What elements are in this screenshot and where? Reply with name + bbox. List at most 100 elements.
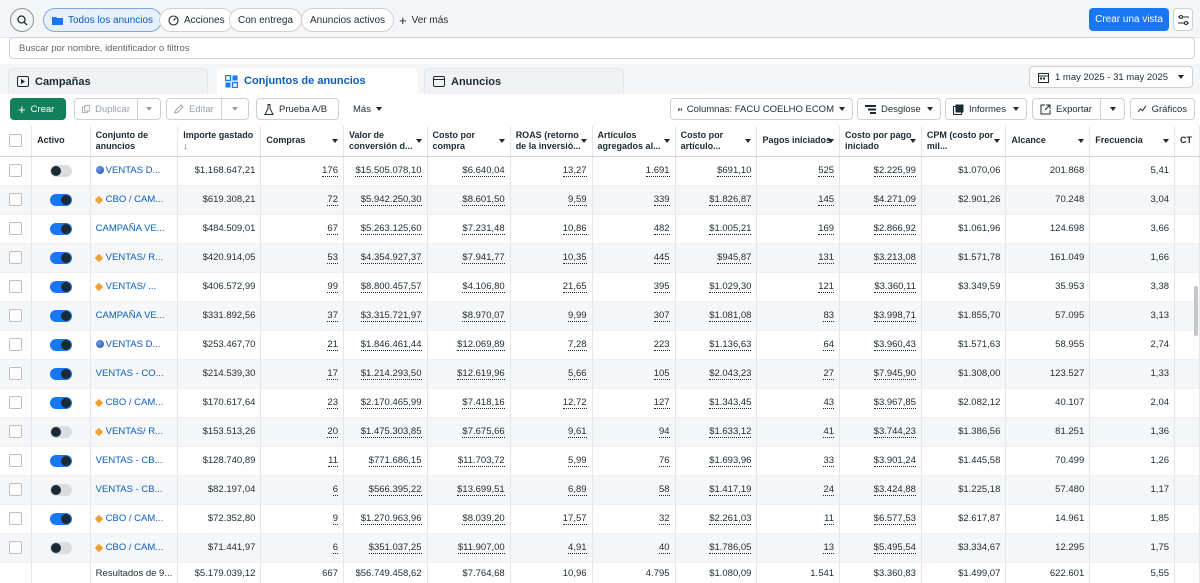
breakdown-button[interactable]: Desglose <box>857 98 941 120</box>
table-row[interactable]: VENTAS/ ... $406.572,99 99 $8.800.457,57 $4.… <box>0 272 1200 302</box>
row-checkbox[interactable] <box>9 193 23 206</box>
row-checkbox[interactable] <box>9 164 23 177</box>
column-header-checkouts[interactable]: Pagos iniciados <box>756 126 841 157</box>
duplicate-button[interactable]: Duplicar <box>74 98 138 120</box>
settings-icon[interactable] <box>1173 8 1193 31</box>
create-view-button[interactable]: Crear una vista <box>1089 8 1169 31</box>
table-row[interactable]: VENTAS/ R... $153.513,26 20 $1.475.303,85 $7… <box>0 417 1200 447</box>
search-icon[interactable] <box>10 8 34 32</box>
row-checkbox[interactable] <box>9 367 23 380</box>
row-checkbox[interactable] <box>9 483 23 496</box>
column-header-cost-per-added[interactable]: Costo por artículo... <box>675 126 758 157</box>
tab-ads[interactable]: Anuncios <box>424 68 624 94</box>
ad-set-name-link[interactable]: VENTAS - CB... <box>90 475 179 505</box>
row-checkbox[interactable] <box>9 251 23 264</box>
chevron-down-icon[interactable] <box>498 139 505 143</box>
chevron-down-icon[interactable] <box>909 139 916 143</box>
active-toggle[interactable] <box>49 280 72 293</box>
table-row[interactable]: CAMPAÑA VE... $331.892,56 37 $3.315.721,97 $… <box>0 301 1200 331</box>
column-header-conversion-value[interactable]: Valor de conversión d... <box>343 126 428 157</box>
search-input[interactable]: Buscar por nombre, identificador o filtr… <box>9 37 1195 59</box>
tab-ad-sets[interactable]: Conjuntos de anuncios <box>217 68 418 94</box>
table-row[interactable]: VENTAS D... $1.168.647,21 176 $15.505.078,1… <box>0 156 1200 186</box>
chevron-down-icon[interactable] <box>1078 139 1085 143</box>
row-checkbox[interactable] <box>9 338 23 351</box>
ad-set-name-link[interactable]: VENTAS - CO... <box>90 359 179 389</box>
ad-set-name-link[interactable]: CAMPAÑA VE... <box>90 301 179 331</box>
active-toggle[interactable] <box>49 512 72 525</box>
chevron-down-icon[interactable] <box>1163 139 1170 143</box>
chevron-down-icon[interactable] <box>663 139 670 143</box>
row-checkbox[interactable] <box>9 280 23 293</box>
active-toggle[interactable] <box>49 338 72 351</box>
sort-arrow-icon[interactable]: ↓ <box>183 140 188 151</box>
column-header-ad-set[interactable]: Conjunto de anuncios <box>90 126 179 157</box>
table-row[interactable]: VENTAS - CO... $214.539,30 17 $1.214.293,50… <box>0 359 1200 389</box>
see-more-button[interactable]: + Ver más <box>399 8 448 32</box>
ad-set-name-link[interactable]: VENTAS D... <box>90 156 179 186</box>
duplicate-dropdown[interactable] <box>137 98 161 120</box>
ad-set-name-link[interactable]: CBO / CAM... <box>90 185 179 215</box>
chevron-down-icon[interactable] <box>332 139 338 143</box>
ad-set-name-link[interactable]: VENTAS - CB... <box>90 446 179 476</box>
ad-set-name-link[interactable]: CAMPAÑA VE... <box>90 214 179 244</box>
table-row[interactable]: VENTAS - CB... $82.197,04 6 $566.395,22 $13.… <box>0 475 1200 505</box>
active-toggle[interactable] <box>49 222 72 235</box>
column-header-cost-per-purchase[interactable]: Costo por compra <box>427 126 511 157</box>
active-toggle[interactable] <box>49 483 72 496</box>
column-header-cpm[interactable]: CPM (costo por mil... <box>921 126 1007 157</box>
column-header-purchases[interactable]: Compras <box>260 126 344 157</box>
select-all-checkbox[interactable] <box>0 126 33 157</box>
active-toggle[interactable] <box>49 396 72 409</box>
column-header-ctr[interactable]: CT <box>1174 126 1200 157</box>
table-row[interactable]: CBO / CAM... $72.352,80 9 $1.270.963,96 $8.0… <box>0 504 1200 534</box>
active-toggle[interactable] <box>49 454 72 467</box>
active-toggle[interactable] <box>49 193 72 206</box>
vertical-scrollbar[interactable] <box>1194 286 1198 336</box>
chevron-down-icon[interactable] <box>580 139 587 143</box>
row-checkbox[interactable] <box>9 454 23 467</box>
chevron-down-icon[interactable] <box>745 139 752 143</box>
active-toggle[interactable] <box>49 541 72 554</box>
checkbox[interactable] <box>9 134 23 148</box>
filter-active-ads[interactable]: Anuncios activos <box>301 8 395 32</box>
reports-button[interactable]: Informes <box>945 98 1027 120</box>
filter-actions[interactable]: Acciones <box>159 8 234 32</box>
table-row[interactable]: CBO / CAM... $619.308,21 72 $5.942.250,30 $8… <box>0 185 1200 215</box>
export-dropdown[interactable] <box>1100 98 1125 120</box>
row-checkbox[interactable] <box>9 425 23 438</box>
column-header-roas[interactable]: ROAS (retorno de la inversió... <box>510 126 593 157</box>
column-header-added-to-cart[interactable]: Artículos agregados al... <box>592 126 676 157</box>
chevron-down-icon[interactable] <box>415 139 422 143</box>
active-toggle[interactable] <box>49 425 72 438</box>
table-row[interactable]: VENTAS D... $253.467,70 21 $1.846.461,44 $12… <box>0 330 1200 360</box>
table-row[interactable]: VENTAS/ R... $420.914,05 53 $4.354.927,37 $7… <box>0 243 1200 273</box>
active-toggle[interactable] <box>49 164 72 177</box>
row-checkbox[interactable] <box>9 396 23 409</box>
row-checkbox[interactable] <box>9 541 23 554</box>
ad-set-name-link[interactable]: CBO / CAM... <box>90 533 179 563</box>
ad-set-name-link[interactable]: VENTAS/ R... <box>90 243 179 273</box>
edit-dropdown[interactable] <box>221 98 249 120</box>
table-row[interactable]: VENTAS - CB... $128.740,89 11 $771.686,15 $1… <box>0 446 1200 476</box>
column-header-cost-per-checkout[interactable]: Costo por pago iniciado <box>839 126 922 157</box>
ad-set-name-link[interactable]: CBO / CAM... <box>90 388 179 418</box>
row-checkbox[interactable] <box>9 512 23 525</box>
table-row[interactable]: CAMPAÑA VE... $484.509,01 67 $5.263.125,60 $… <box>0 214 1200 244</box>
tab-campaigns[interactable]: Campañas <box>8 68 208 94</box>
ad-set-name-link[interactable]: VENTAS/ R... <box>90 417 179 447</box>
date-range-picker[interactable]: 1 may 2025 - 31 may 2025 <box>1028 66 1193 88</box>
create-button[interactable]: + Crear <box>10 98 66 120</box>
column-header-spent[interactable]: Importe gastado ↓ <box>177 126 262 157</box>
ad-set-name-link[interactable]: CBO / CAM... <box>90 504 179 534</box>
filter-with-delivery[interactable]: Con entrega <box>229 8 303 32</box>
row-checkbox[interactable] <box>9 222 23 235</box>
table-row[interactable]: CBO / CAM... $71.441,97 6 $351.037,25 $11.90… <box>0 533 1200 563</box>
active-toggle[interactable] <box>49 367 72 380</box>
row-checkbox[interactable] <box>9 309 23 322</box>
charts-button[interactable]: Gráficos <box>1130 98 1195 120</box>
column-header-reach[interactable]: Alcance <box>1005 126 1091 157</box>
ab-test-button[interactable]: Prueba A/B <box>256 98 339 120</box>
columns-button[interactable]: Columnas: FACU COELHO ECOM <box>670 98 853 120</box>
edit-button[interactable]: Editar <box>166 98 222 120</box>
